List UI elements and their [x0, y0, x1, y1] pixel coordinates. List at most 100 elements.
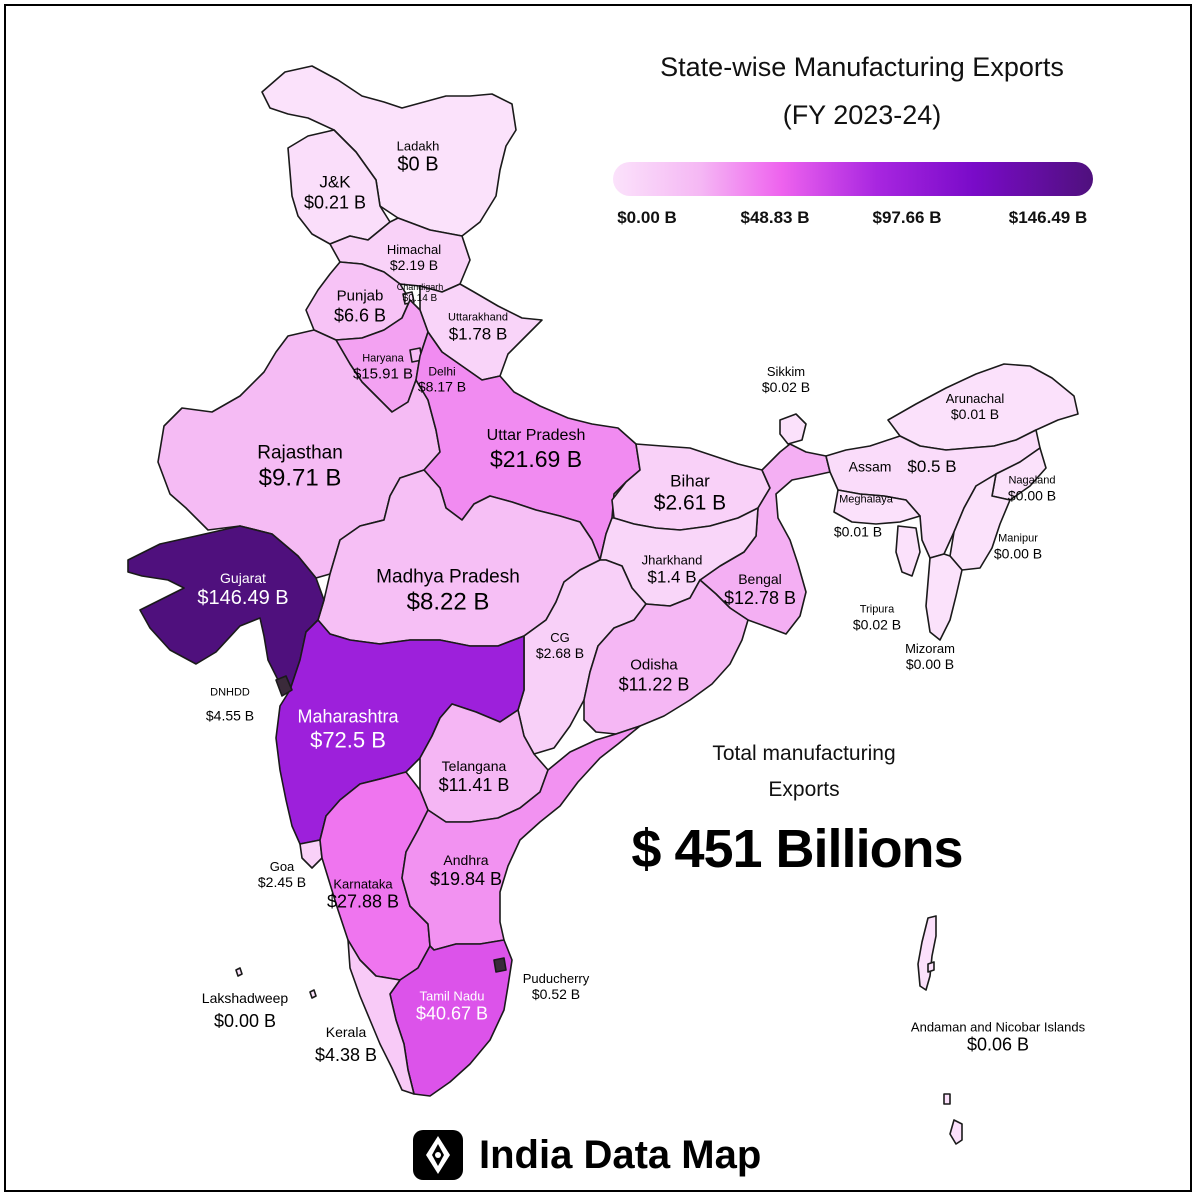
label-bihar: Bihar $2.61 B — [654, 472, 726, 517]
region-name: Karnataka — [333, 876, 393, 892]
region-gujarat — [127, 525, 325, 691]
map-title-line-2: (FY 2023-24) — [782, 100, 942, 130]
region-lakshadweep — [235, 967, 317, 999]
region-value: $2.45 B — [257, 874, 307, 891]
region-value: $72.5 B — [310, 727, 386, 753]
region-value: $0.21 B — [303, 192, 367, 213]
region-value: $2.19 B — [389, 257, 439, 274]
region-value: $0.5 B — [907, 456, 957, 476]
label-sikkim: Sikkim $0.02 B — [762, 364, 810, 396]
region-value: $0.02 B — [761, 379, 811, 396]
label-arunachal: Arunachal $0.01 B — [946, 391, 1005, 423]
label-andhra: Andhra $19.84 B — [430, 852, 502, 890]
total-caption-line-1: Total manufacturing — [712, 742, 896, 765]
region-value: $0.00 B — [993, 545, 1043, 562]
label-puducherry: Puducherry $0.52 B — [523, 971, 589, 1003]
region-value: $2.68 B — [535, 645, 585, 662]
region-name: Meghalaya — [839, 493, 893, 506]
label-lakshadweep: Lakshadweep $0.00 B — [202, 990, 288, 1032]
label-up: Uttar Pradesh $21.69 B — [487, 427, 586, 473]
region-puducherry — [493, 957, 507, 973]
region-name: Mizoram — [905, 641, 955, 657]
region-name: Lakshadweep — [201, 990, 289, 1007]
region-cg — [517, 559, 647, 755]
compass-diamond-icon — [413, 1130, 463, 1180]
region-value: $15.91 B — [352, 365, 414, 383]
region-name: Bihar — [670, 471, 710, 491]
label-mp: Madhya Pradesh $8.22 B — [376, 567, 520, 618]
brand-logo: India Data Map — [413, 1130, 761, 1180]
region-name: Nagaland — [1008, 474, 1056, 487]
label-dnhdd: DNHDD $4.55 B — [206, 686, 254, 723]
region-value: $27.88 B — [326, 892, 400, 913]
label-himachal: Himachal $2.19 B — [387, 242, 441, 274]
label-jharkhand: Jharkhand $1.4 B — [642, 552, 703, 587]
region-value: $19.84 B — [429, 868, 503, 889]
label-gujarat: Gujarat $146.49 B — [197, 570, 288, 610]
region-dnhdd — [275, 675, 293, 697]
region-value: $1.4 B — [647, 567, 697, 587]
region-name: Gujarat — [220, 569, 266, 586]
region-value: $11.41 B — [438, 774, 510, 795]
region-name: Jharkhand — [641, 552, 703, 568]
region-name: Tamil Nadu — [419, 988, 485, 1004]
label-uttarakhand: Uttarakhand $1.78 B — [448, 311, 508, 344]
legend-tick-2: $97.66 B — [872, 208, 942, 227]
region-name: Tripura — [859, 603, 895, 616]
region-value: $8.22 B — [406, 589, 490, 617]
label-chandigarh: Chandigarh $0.14 B — [397, 282, 444, 304]
region-value: $146.49 B — [197, 586, 289, 609]
label-meghalaya-value: $0.01 B — [834, 524, 882, 541]
label-assam-value: $0.5 B — [907, 457, 956, 477]
region-name: DNHDD — [210, 686, 250, 699]
region-value: $0.01 B — [833, 523, 883, 540]
region-value: $0.00 B — [213, 1010, 277, 1031]
region-name: Telangana — [441, 758, 507, 775]
region-name: Delhi — [428, 364, 456, 379]
legend-color-bar — [613, 162, 1093, 196]
region-name: Andhra — [443, 852, 489, 869]
region-value: $8.17 B — [417, 378, 467, 395]
region-name: Kerala — [325, 1024, 367, 1041]
label-haryana: Haryana $15.91 B — [353, 353, 413, 384]
region-value: $0.52 B — [531, 986, 581, 1003]
region-value: $4.38 B — [314, 1044, 378, 1065]
label-goa: Goa $2.45 B — [258, 859, 306, 891]
region-name: Rajasthan — [257, 442, 343, 464]
region-tripura — [895, 525, 921, 577]
label-punjab: Punjab $6.6 B — [334, 288, 386, 327]
label-manipur: Manipur $0.00 B — [994, 532, 1042, 561]
region-kerala — [347, 939, 415, 1095]
region-value: $0.02 B — [852, 616, 902, 633]
label-jk: J&K $0.21 B — [304, 172, 366, 213]
region-name: Goa — [269, 859, 295, 875]
region-name: Chandigarh — [396, 281, 444, 292]
region-value: $40.67 B — [415, 1004, 489, 1025]
region-meghalaya — [833, 489, 921, 525]
label-mizoram: Mizoram $0.00 B — [905, 641, 955, 673]
region-value: $0.00 B — [1007, 487, 1057, 504]
region-sikkim — [779, 413, 807, 445]
region-manipur — [949, 473, 1011, 571]
region-name: Uttarakhand — [448, 311, 508, 324]
label-meghalaya: Meghalaya — [839, 494, 893, 507]
region-name: CG — [550, 630, 570, 646]
label-odisha: Odisha $11.22 B — [619, 657, 690, 696]
region-value: $0 B — [397, 153, 439, 176]
total-caption-line-2: Exports — [768, 778, 840, 801]
brand-name: India Data Map — [479, 1132, 762, 1177]
label-cg: CG $2.68 B — [536, 630, 584, 662]
region-name: Sikkim — [766, 364, 806, 380]
label-andaman: Andaman and Nicobar Islands $0.06 B — [911, 1020, 1085, 1057]
legend-tick-3: $146.49 B — [1008, 208, 1088, 227]
region-name: Manipur — [998, 532, 1038, 545]
region-name: Haryana — [362, 352, 404, 365]
legend-tick-1: $48.83 B — [740, 208, 810, 227]
region-name: J&K — [319, 172, 351, 192]
label-kerala: Kerala $4.38 B — [315, 1024, 377, 1066]
region-name: Bengal — [738, 571, 782, 588]
label-tripura: Tripura $0.02 B — [853, 603, 901, 632]
region-goa — [299, 839, 323, 869]
label-nagaland: Nagaland $0.00 B — [1008, 474, 1056, 503]
